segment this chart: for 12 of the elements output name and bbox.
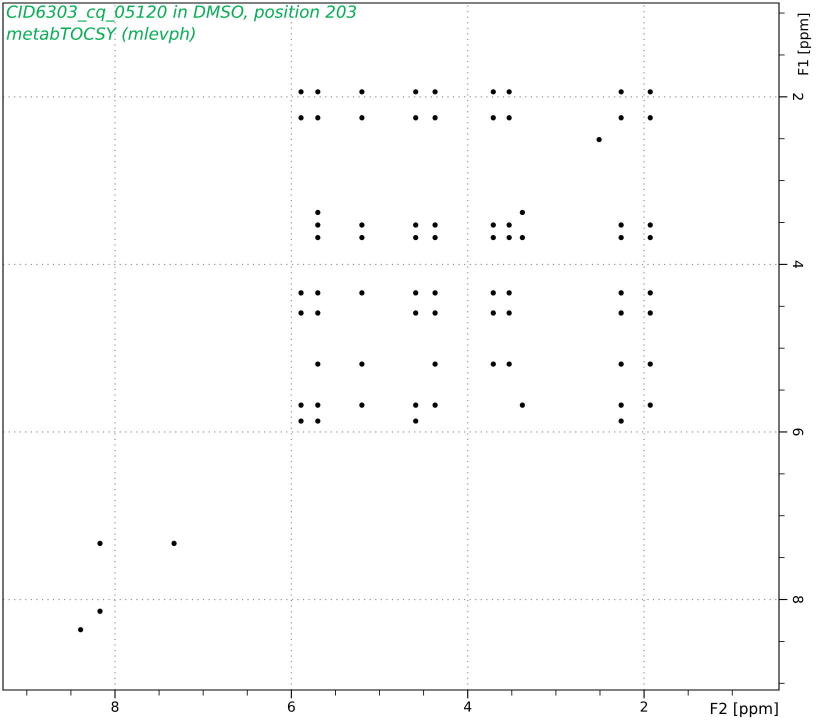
x-tick-label: 4 [464,702,472,712]
y-tick-label: 8 [792,596,804,603]
chart-title: CID6303_cq_05120 in DMSO, position 203 [6,5,356,22]
y-tick-label: 2 [793,93,804,100]
y-axis-title: F1 [ppm] [798,14,812,74]
x-tick-label: 6 [288,701,295,712]
text: metabTOCSY (mlevph) [6,27,195,44]
y-tick-label: 6 [792,428,804,436]
x-axis-title: F2 [ppm] [710,702,778,718]
x-tick-label: 2 [640,701,648,712]
x-tick-label: 8 [112,701,118,712]
y-tick-label: 4 [793,260,804,268]
